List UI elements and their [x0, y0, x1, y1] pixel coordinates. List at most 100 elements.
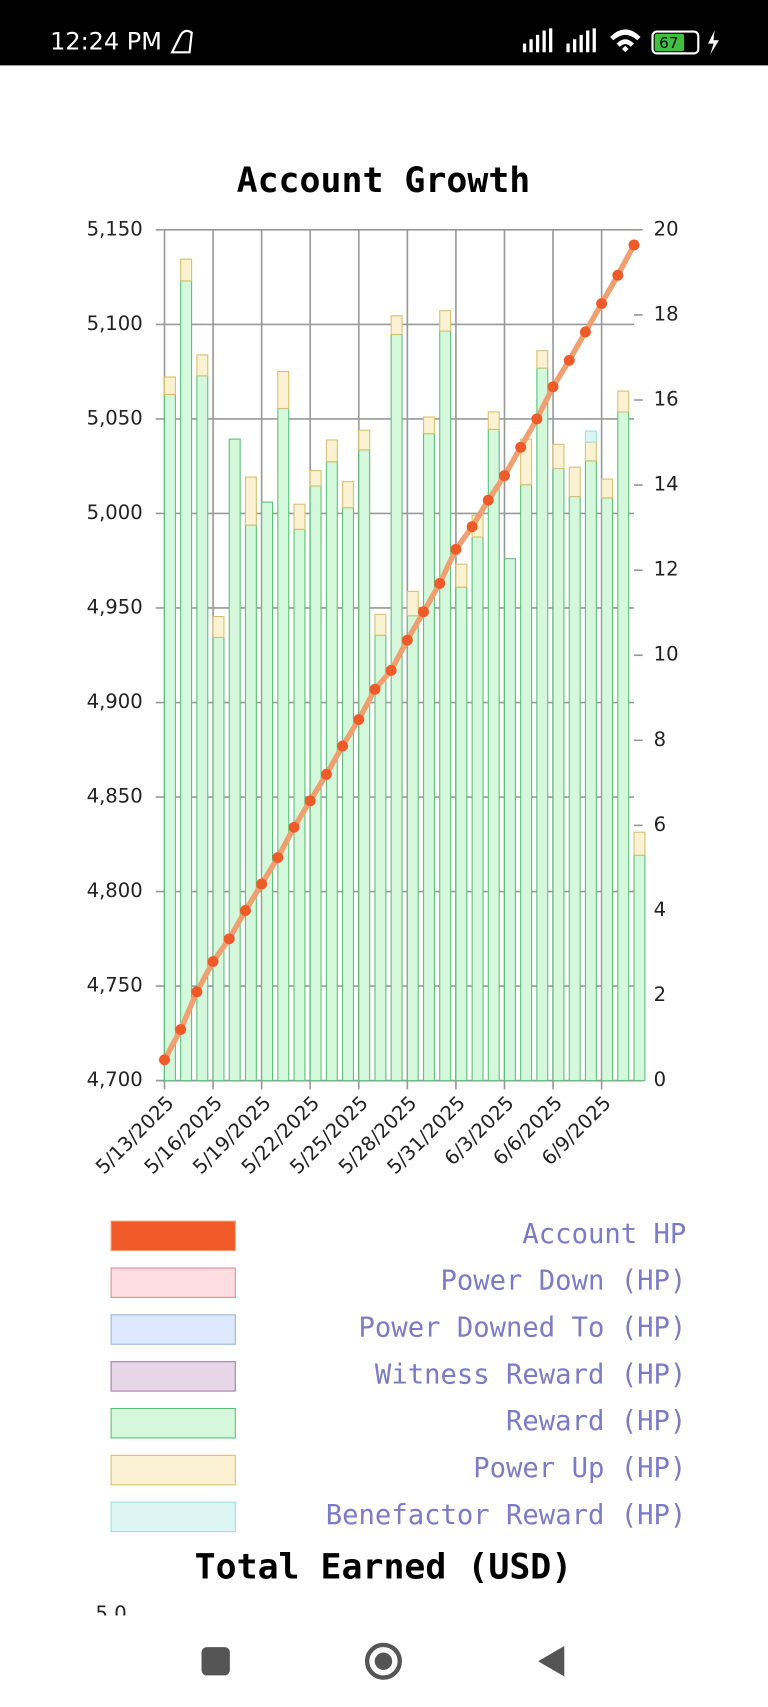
legend-swatch — [110, 1407, 236, 1439]
legend-label: Power Downed To (HP) — [359, 1312, 687, 1343]
y2-tick-label: 12 — [654, 558, 679, 581]
point — [191, 986, 203, 998]
y-tick-label: 4,900 — [87, 690, 143, 713]
point — [596, 298, 608, 310]
bar — [309, 470, 322, 487]
bar — [180, 258, 193, 282]
bar — [520, 484, 533, 1082]
bar — [277, 407, 290, 1082]
point — [369, 683, 381, 695]
legend-label: Account HP — [522, 1219, 686, 1250]
bar — [244, 476, 257, 526]
point — [612, 269, 624, 281]
y2-tick-label: 18 — [654, 302, 679, 325]
bar — [422, 433, 435, 1082]
point — [207, 956, 219, 967]
bar — [342, 507, 355, 1082]
legend-swatch — [110, 1267, 236, 1298]
y2-tick-label: 20 — [654, 217, 679, 240]
back-button[interactable] — [538, 1645, 565, 1677]
y-tick-label: 4,950 — [87, 595, 143, 618]
point — [385, 664, 397, 676]
bar — [390, 315, 403, 336]
bar — [342, 481, 355, 509]
legend-swatch — [110, 1220, 236, 1252]
bar — [633, 831, 646, 856]
point — [320, 768, 332, 780]
point — [256, 878, 268, 890]
bar — [471, 536, 484, 1082]
y-tick-label: 5,150 — [87, 217, 143, 240]
bar — [212, 636, 225, 1082]
bar — [584, 460, 597, 1082]
legend-label: Power Down (HP) — [440, 1266, 686, 1297]
status-time: 12:24 PM — [50, 27, 162, 55]
chart: 4,700 4,750 4,800 4,850 4,900 4,950 5,000 5,050… — [87, 217, 679, 1178]
point — [353, 714, 365, 725]
bar — [228, 438, 241, 1082]
home-button[interactable] — [364, 1642, 402, 1680]
bar — [536, 367, 549, 1082]
point — [272, 852, 284, 863]
bar — [293, 528, 306, 1082]
legend-swatch — [110, 1361, 236, 1392]
bar — [487, 411, 500, 430]
battery-level: 67 — [659, 34, 678, 52]
bar — [277, 370, 290, 410]
bar — [584, 441, 597, 462]
bar — [503, 558, 516, 1082]
legend-label: Power Up (HP) — [473, 1453, 686, 1484]
bar — [568, 466, 581, 498]
bar — [487, 428, 500, 1082]
point — [450, 543, 462, 555]
point — [531, 413, 543, 425]
point — [515, 441, 527, 453]
y-tick-label: 5,000 — [87, 501, 143, 524]
bar — [617, 411, 630, 1082]
legend-swatch — [110, 1501, 236, 1533]
legend: Account HP Power Down (HP) Power Downed To… — [110, 1219, 687, 1533]
recents-button[interactable] — [201, 1647, 230, 1676]
y-tick-label: 4,850 — [87, 785, 143, 808]
bar — [455, 586, 468, 1082]
bar — [163, 393, 176, 1082]
bar — [406, 615, 419, 1082]
point — [434, 577, 446, 589]
y2-tick-label: 8 — [654, 728, 666, 751]
legend-label: Witness Reward (HP) — [375, 1359, 686, 1390]
point — [304, 795, 316, 807]
status-icons — [170, 28, 719, 55]
y2-tick-label: 0 — [654, 1068, 666, 1091]
bar — [358, 449, 371, 1082]
bar — [633, 854, 646, 1082]
bar — [584, 430, 597, 443]
bar — [568, 496, 581, 1082]
y-tick-label: 4,800 — [87, 879, 143, 902]
bar — [617, 390, 630, 413]
bar — [374, 634, 387, 1082]
y-tick-label: 4,700 — [87, 1068, 143, 1091]
bar — [422, 416, 435, 435]
point — [401, 634, 413, 646]
point — [240, 905, 251, 916]
bar — [358, 429, 371, 451]
section-title: Total Earned (USD) — [195, 1548, 573, 1588]
bar — [163, 376, 176, 396]
legend-label: Benefactor Reward (HP) — [326, 1500, 687, 1531]
bar — [390, 333, 403, 1082]
bar — [552, 467, 565, 1082]
y2-tick-label: 16 — [654, 388, 679, 411]
point — [418, 606, 429, 618]
bar — [601, 478, 614, 499]
bar — [244, 524, 257, 1082]
bar — [552, 443, 565, 470]
point — [547, 381, 559, 393]
y2-tick-label: 6 — [654, 813, 666, 836]
status-bar — [0, 0, 768, 66]
legend-swatch — [110, 1454, 236, 1486]
bar — [439, 310, 452, 332]
y2-tick-label: 14 — [654, 473, 679, 496]
y-tick-label: 5,100 — [87, 312, 143, 335]
